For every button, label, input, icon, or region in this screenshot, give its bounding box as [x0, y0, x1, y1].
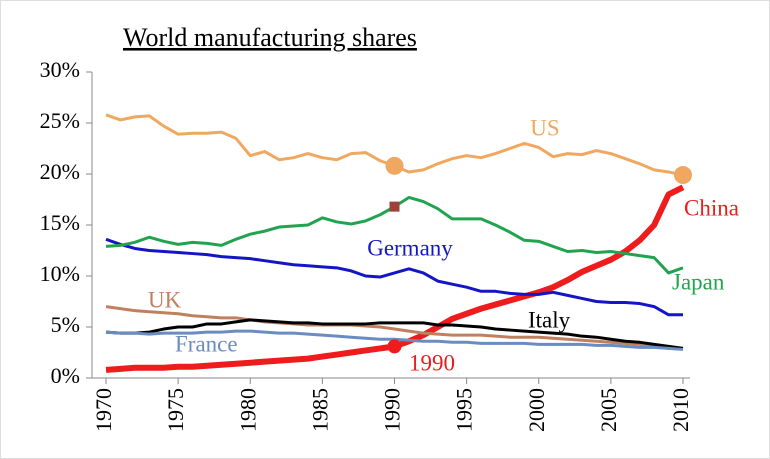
series-line [105, 318, 684, 350]
y-tick-label: 0% [51, 363, 80, 388]
series-label: Germany [367, 235, 453, 260]
marker [385, 156, 404, 175]
series-label: UK [148, 287, 182, 312]
x-tick-label: 1985 [307, 388, 332, 432]
chart-title: World manufacturing shares [123, 23, 417, 52]
x-tick-label: 2010 [668, 388, 693, 432]
marker [387, 339, 402, 354]
x-tick-label: 2000 [524, 388, 549, 432]
y-tick-label: 30% [40, 57, 80, 82]
series-line [105, 237, 683, 317]
series-label: US [530, 115, 559, 140]
marker [674, 166, 692, 185]
y-tick-label: 15% [40, 210, 80, 235]
series-label: France [175, 331, 238, 356]
x-tick-label: 1975 [163, 388, 188, 432]
x-tick-label: 1970 [91, 388, 116, 432]
series-label: Japan [672, 269, 725, 294]
y-tick-label: 5% [51, 312, 80, 337]
x-tick-label: 1980 [235, 388, 260, 432]
x-tick-label: 1995 [452, 388, 477, 432]
series-label: China [684, 195, 739, 220]
y-tick-label: 25% [40, 108, 80, 133]
series-line [105, 329, 684, 351]
x-tick-label: 2005 [596, 388, 621, 432]
y-tick-label: 20% [40, 159, 80, 184]
x-tick-label: 1990 [380, 388, 405, 432]
marker [389, 201, 400, 212]
annotation: 1990 [409, 350, 455, 375]
series-label: Italy [528, 307, 571, 332]
y-tick-label: 10% [40, 261, 80, 286]
series-line [105, 305, 683, 350]
